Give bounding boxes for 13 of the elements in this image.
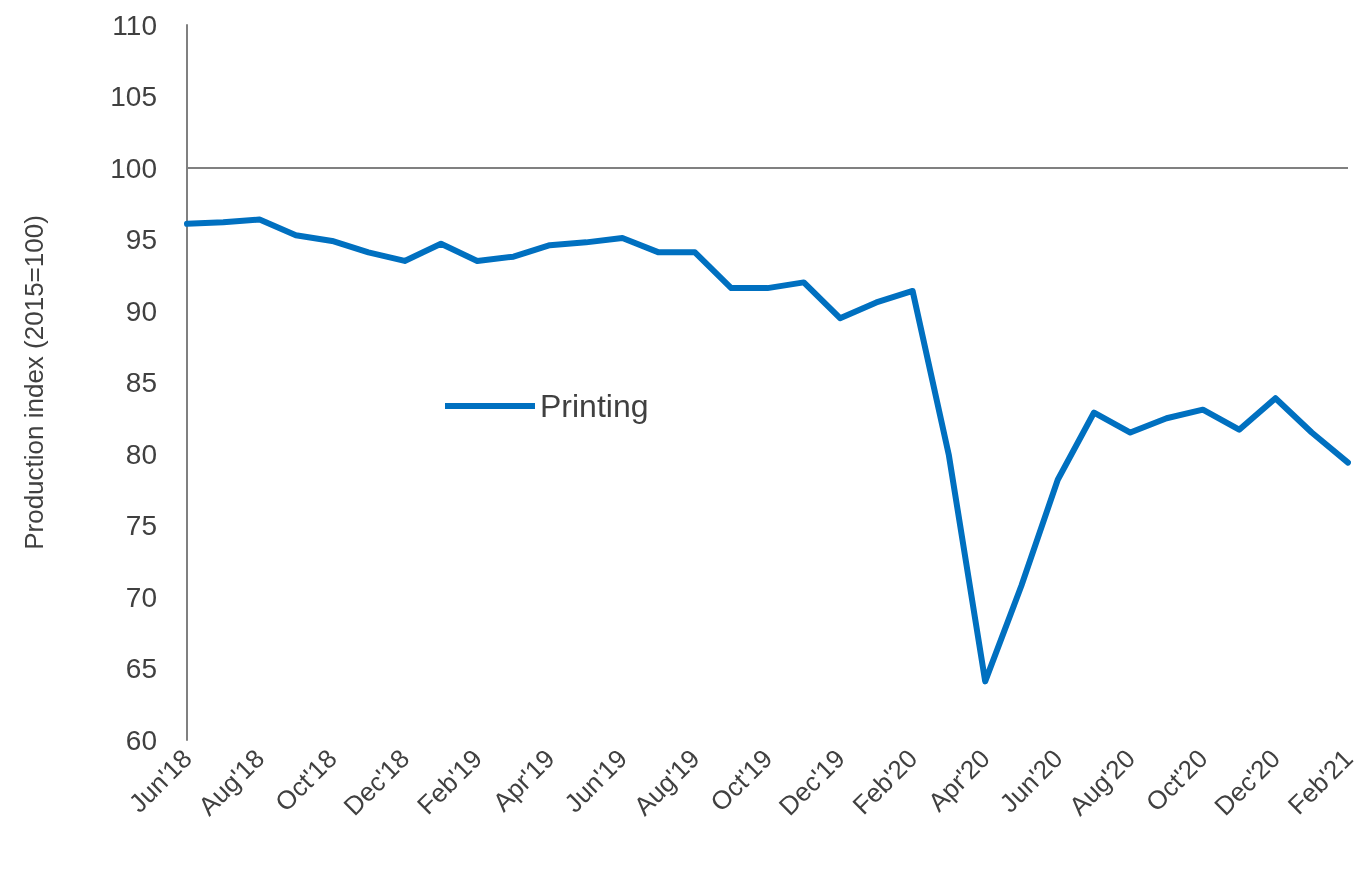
y-tick-label: 105 [110, 81, 157, 112]
y-tick-label: 60 [125, 724, 157, 756]
y-tick-label: 85 [125, 367, 157, 398]
y-tick-label: 75 [125, 510, 157, 541]
y-tick-label: 90 [125, 295, 157, 327]
legend-label: Printing [540, 388, 649, 424]
y-axis-title: Production index (2015=100) [19, 215, 49, 550]
y-tick-label: 110 [112, 9, 157, 41]
y-tick-label: 80 [125, 438, 157, 470]
y-tick-label: 70 [125, 581, 157, 613]
y-tick-label: 95 [125, 224, 157, 255]
y-tick-label: 100 [110, 152, 157, 184]
y-tick-label: 65 [125, 653, 157, 684]
